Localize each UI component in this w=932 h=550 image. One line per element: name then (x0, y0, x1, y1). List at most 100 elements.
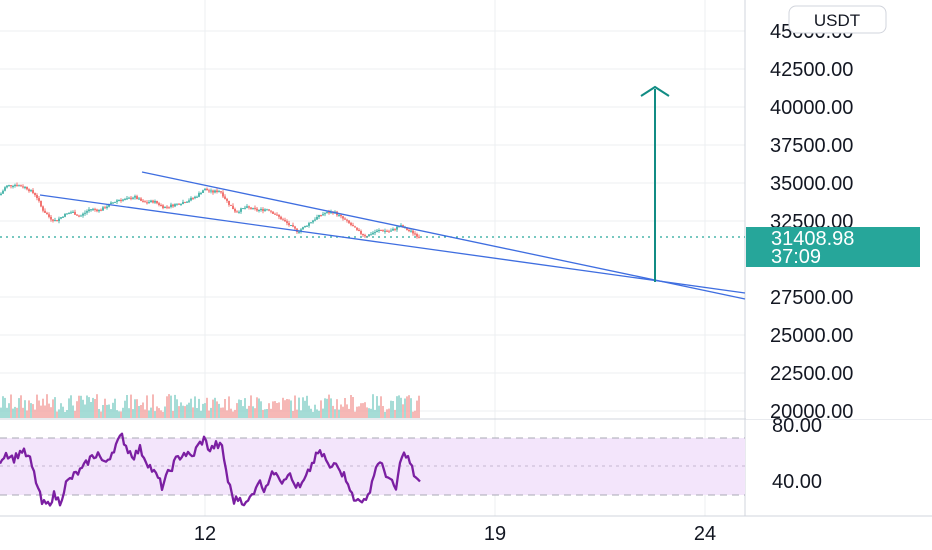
candle-body (344, 218, 346, 220)
volume-bar (116, 410, 118, 418)
volume-bar (368, 408, 370, 418)
currency-badge[interactable]: USDT (788, 5, 887, 34)
trendline-upper[interactable] (141, 171, 746, 300)
volume-bar (342, 406, 344, 418)
volume-bar (192, 407, 194, 418)
candle-body (116, 200, 118, 202)
candle-body (204, 188, 206, 191)
candle-body (108, 204, 110, 207)
volume-bar (138, 406, 140, 418)
volume-bar (312, 411, 314, 418)
volume-bar (356, 406, 358, 418)
currency-label[interactable]: USDT (814, 11, 860, 30)
candle-body (280, 216, 282, 220)
volume-bar (128, 408, 130, 418)
candle-body (50, 216, 52, 220)
volume-bar (188, 402, 190, 418)
volume-bar (176, 399, 178, 418)
volume-bar (302, 397, 304, 418)
volume-bar (268, 403, 270, 418)
volume-bar (100, 411, 102, 418)
candle-body (372, 232, 374, 235)
volume-bar (132, 409, 134, 418)
volume-bar (72, 405, 74, 418)
volume-bar (20, 395, 22, 418)
volume-bar (78, 395, 80, 418)
volume-bar (310, 408, 312, 418)
volume-bar (418, 395, 420, 418)
volume-bar (160, 410, 162, 418)
volume-bar (16, 407, 18, 418)
candle-body (198, 193, 200, 197)
volume-bar (144, 409, 146, 418)
volume-bar (242, 406, 244, 418)
volume-bar (416, 400, 418, 418)
volume-bar (330, 398, 332, 418)
volume-bar (148, 410, 150, 418)
candle-body (78, 215, 80, 217)
volume-bar (304, 400, 306, 418)
last-price-badge: 31408.98 37:09 (746, 227, 920, 268)
candle-body (186, 201, 188, 203)
candle-body (384, 230, 386, 232)
trendline-lower[interactable] (39, 194, 746, 294)
volume-bar (388, 408, 390, 418)
candle-body (396, 226, 398, 230)
candle-body (2, 190, 4, 194)
candle-body (246, 206, 248, 208)
candle-body (278, 214, 280, 217)
volume-bar (184, 406, 186, 418)
price-axis[interactable]: 45000.00 42500.00 40000.00 37500.00 3500… (746, 0, 932, 423)
candle-body (284, 219, 286, 222)
rsi-axis[interactable]: 80.00 40.00 (772, 415, 822, 493)
volume-bar (414, 410, 416, 418)
volume-bar (172, 410, 174, 418)
candle-body (88, 209, 90, 212)
volume-bar (68, 398, 70, 418)
candle-body (298, 231, 300, 233)
currency-badge-box[interactable] (788, 5, 887, 34)
candle-body (308, 223, 310, 226)
volume-bar (260, 401, 262, 418)
candle-body (0, 193, 2, 196)
candle-body (236, 211, 238, 213)
candle-body (54, 220, 56, 222)
volume-bar (64, 412, 66, 418)
volume-bar (264, 409, 266, 418)
volume-bar (254, 408, 256, 418)
candle-body (410, 230, 412, 232)
volume-bar (26, 410, 28, 418)
time-axis[interactable]: 12 19 24 (194, 523, 716, 545)
candle-body (418, 236, 420, 238)
candle-body (350, 222, 352, 225)
candle-body (12, 186, 14, 187)
candle-body (282, 219, 284, 221)
target-arrow-head[interactable] (640, 85, 670, 97)
volume-bar (126, 395, 128, 418)
candle-body (240, 208, 242, 212)
candle-body (10, 185, 12, 187)
volume-bar (280, 409, 282, 418)
volume-bar (350, 395, 352, 418)
candle-body (322, 214, 324, 216)
volume-bar (142, 402, 144, 418)
volume-bar (252, 406, 254, 418)
volume-bar (118, 411, 120, 418)
candle-body (380, 230, 382, 231)
candle-body (24, 187, 26, 188)
volume-bar (76, 401, 78, 418)
volume-bar (256, 397, 258, 418)
volume-bar (320, 400, 322, 418)
candle-body (178, 203, 180, 205)
volume-bar (186, 404, 188, 418)
candle-body (206, 188, 208, 191)
candle-body (150, 200, 152, 203)
volume-bar (382, 406, 384, 418)
volume-bar (296, 409, 298, 418)
volume-bar (394, 409, 396, 418)
volume-bar (290, 400, 292, 418)
candle-body (202, 190, 204, 193)
volume-bar (74, 410, 76, 418)
volume-bar (364, 402, 366, 418)
candle-body (4, 187, 6, 191)
